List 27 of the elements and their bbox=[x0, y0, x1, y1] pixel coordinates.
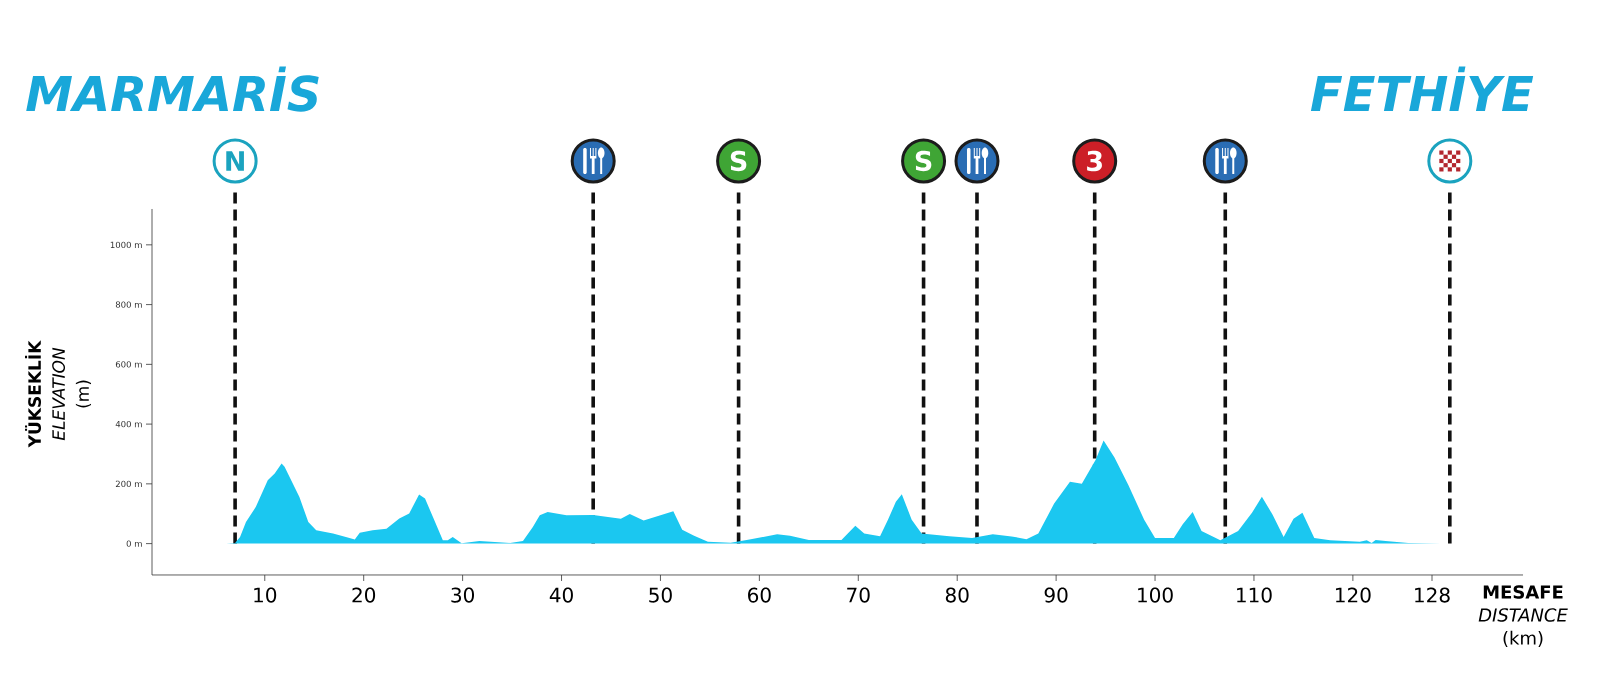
ref-line-label: S bbox=[730, 150, 747, 172]
x-tick-label: 120 bbox=[1335, 587, 1371, 603]
y-tick-label: 0 m bbox=[126, 540, 142, 547]
x-tick-label: 80 bbox=[945, 587, 969, 603]
x-tick-label: 60 bbox=[748, 587, 771, 603]
y-tick-label: 600 m bbox=[115, 361, 142, 368]
x-tick-label: 30 bbox=[451, 587, 475, 603]
ref-line-label: N bbox=[226, 151, 244, 171]
x-tick-label: 40 bbox=[549, 587, 573, 603]
x-tick-label: 10 bbox=[254, 587, 277, 603]
x-tick-label: 20 bbox=[352, 587, 376, 603]
x-tick-label: 128 bbox=[1415, 587, 1450, 603]
x-tick-label: 110 bbox=[1237, 587, 1272, 603]
x-tick-label: 70 bbox=[847, 587, 870, 603]
y-tick-label: 200 m bbox=[115, 480, 142, 488]
x-tick-label: 50 bbox=[649, 587, 672, 603]
x-tick-label: 90 bbox=[1044, 587, 1068, 603]
text: FETHİYE bbox=[1310, 66, 1534, 111]
text: MARMARİS bbox=[26, 66, 319, 112]
y-axis-title: YÜKSEKLİK ELEVATION (m) bbox=[25, 340, 92, 448]
text: 3 bbox=[1087, 150, 1102, 172]
y-tick-label: 400 m bbox=[115, 420, 142, 428]
ref-line-label: S bbox=[915, 150, 932, 172]
x-axis-title: MESAFE DISTANCE (km) bbox=[1478, 585, 1568, 647]
y-tick-label: 800 m bbox=[115, 301, 142, 308]
y-tick-label: 1000 m bbox=[110, 241, 142, 249]
x-tick-label: 100 bbox=[1138, 587, 1173, 603]
